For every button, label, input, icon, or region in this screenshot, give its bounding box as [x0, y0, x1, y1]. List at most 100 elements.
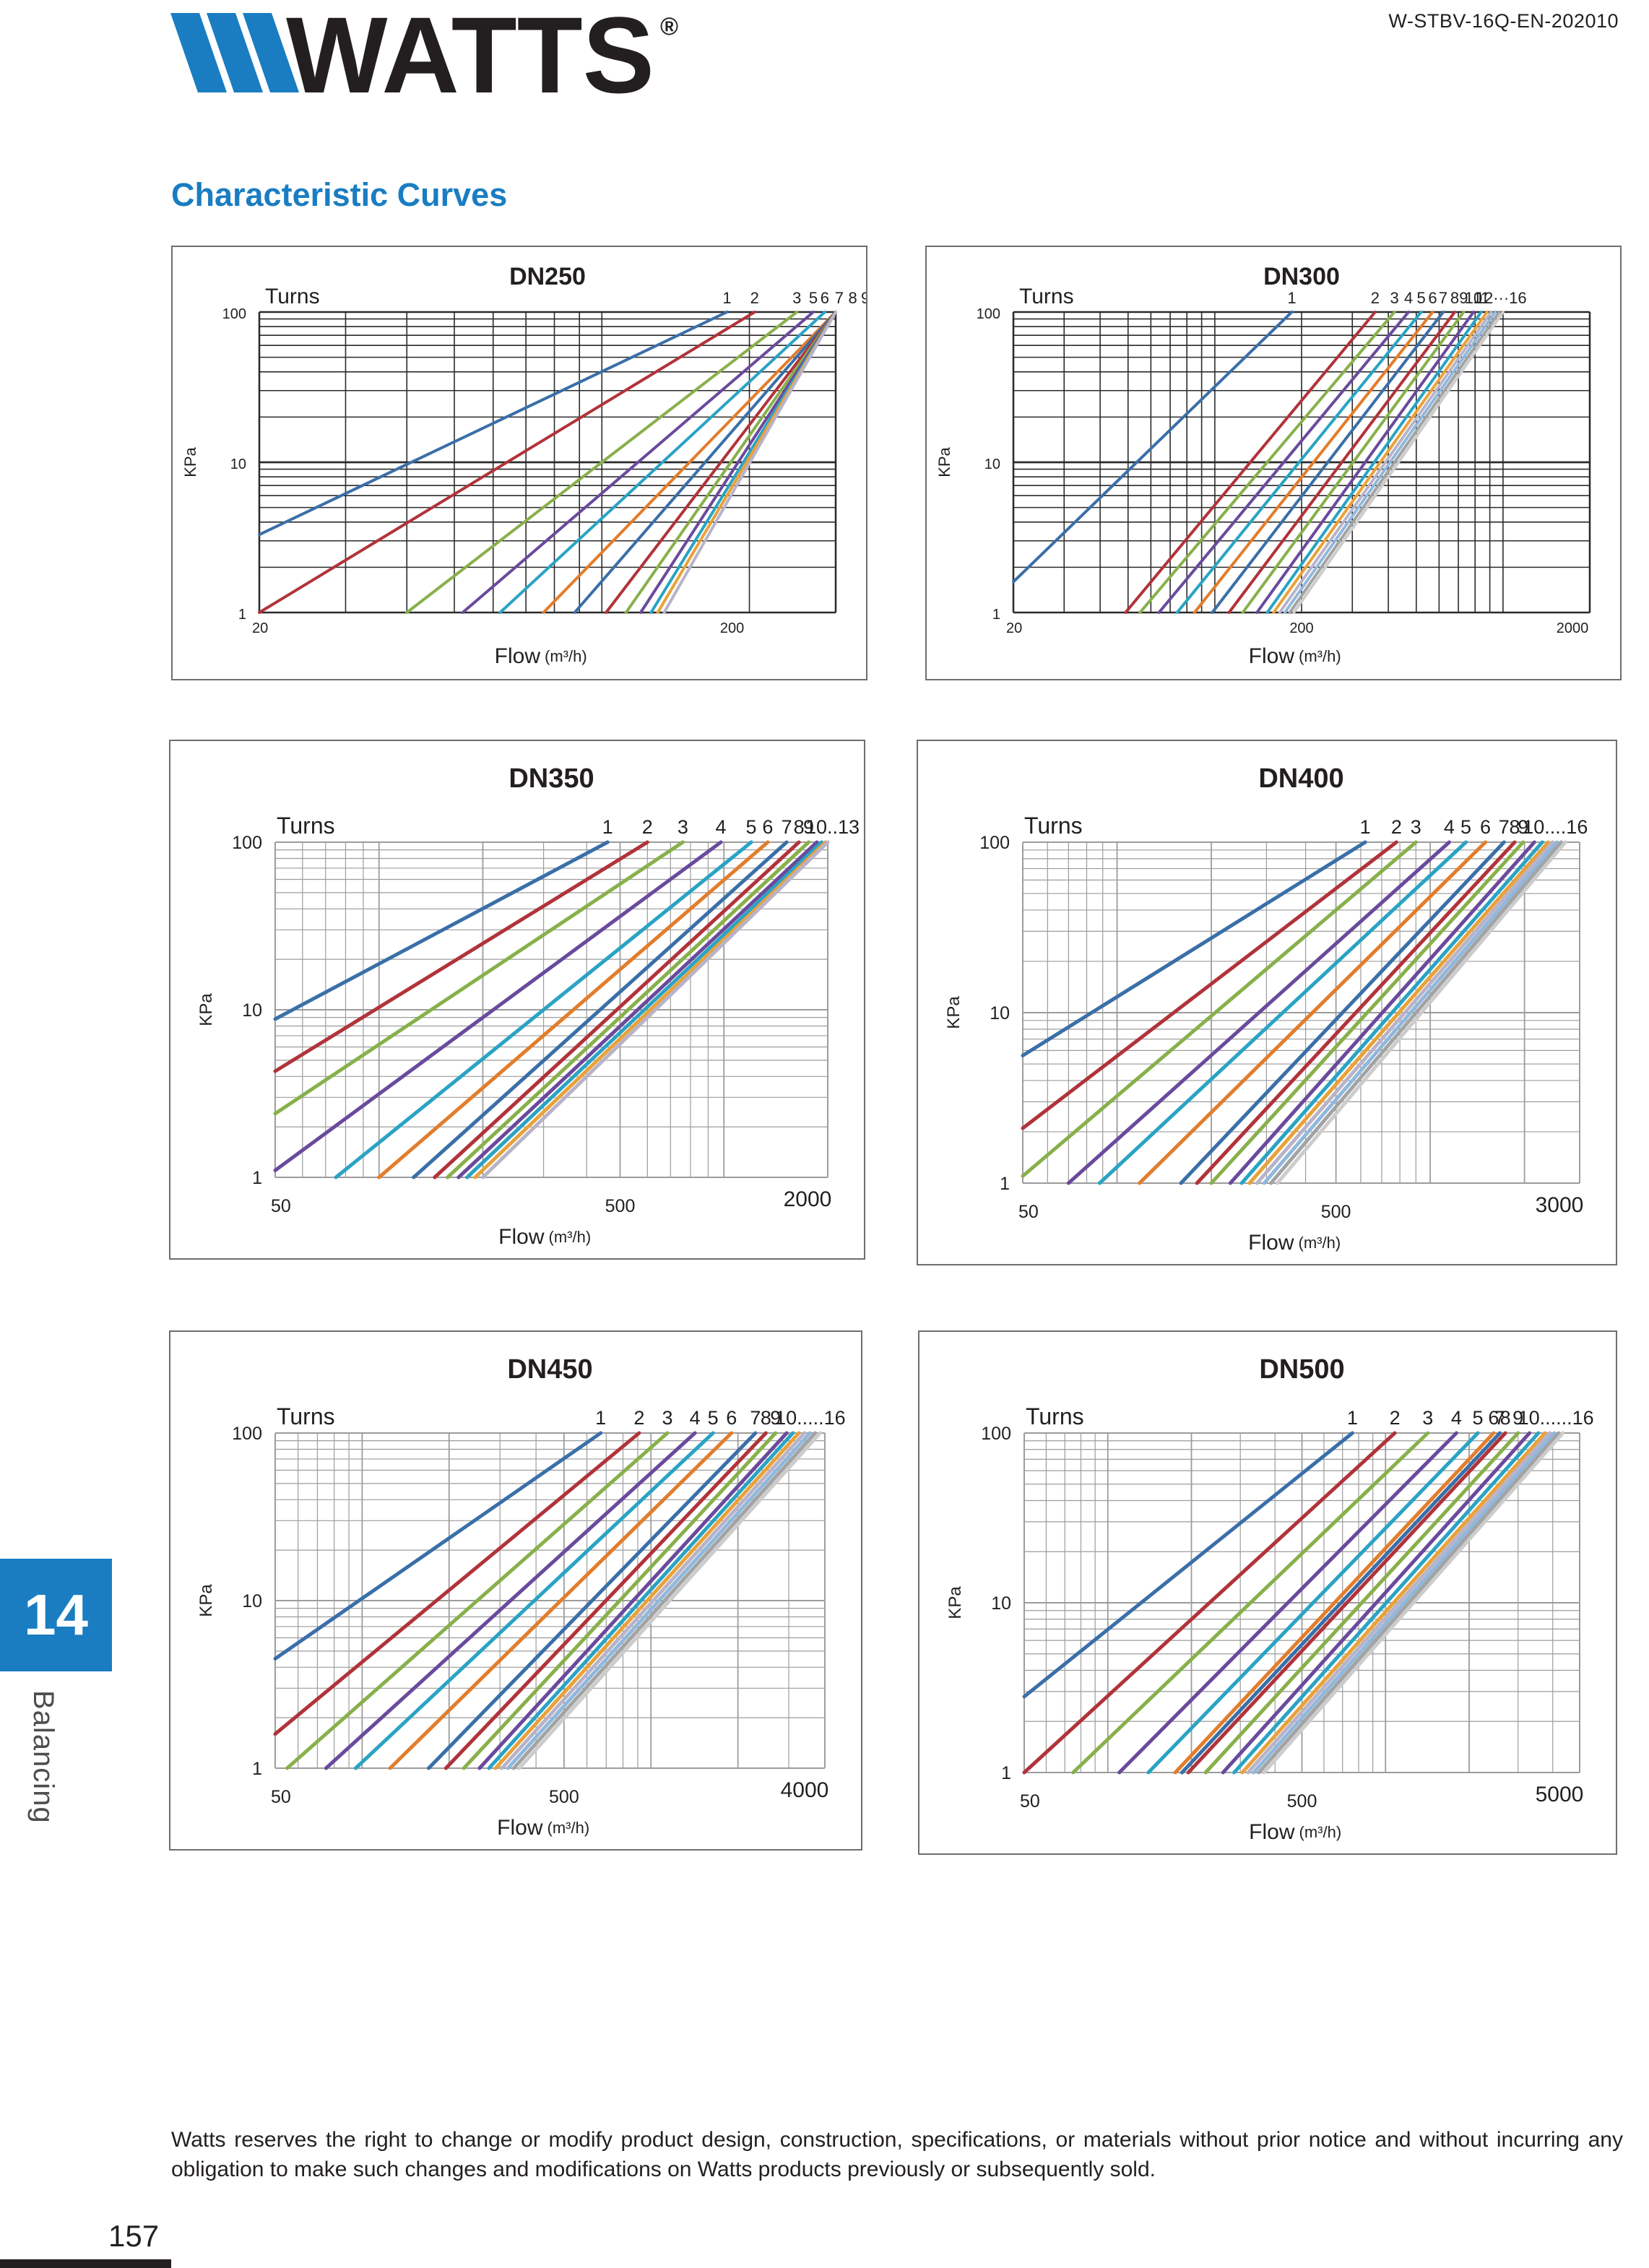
- series-line-turn-9: [624, 311, 837, 614]
- y-tick-labels: 1 10 100: [981, 1424, 1011, 1783]
- series-line-turn-10: [1228, 840, 1536, 1185]
- y-axis-label: KPa: [935, 446, 953, 477]
- series-line-turn-6: [542, 311, 837, 614]
- series-lines: [1022, 1431, 1565, 1775]
- x-tick-label: 50: [271, 1196, 291, 1216]
- series-line-turn-11: [487, 1431, 795, 1770]
- turn-label: 7: [782, 816, 792, 838]
- series-line-turn-2: [258, 311, 756, 614]
- turn-label: 8: [1500, 1407, 1511, 1429]
- chart-dn250: DN250Turns123567891011121311010020200KPa…: [181, 263, 866, 668]
- turn-label: 4: [1444, 816, 1455, 838]
- plot-grid: [1012, 311, 1591, 614]
- turn-label: 4: [690, 1407, 701, 1429]
- turn-label: 10......16: [1518, 1407, 1594, 1429]
- chart-panel-dn500: DN500 Turns 1 2 3 4 5 6 7 8 9 10......16 1 10 100 50 500…: [918, 1330, 1617, 1855]
- series-line-turn-6: [1138, 840, 1487, 1185]
- series-line-turn-5: [1146, 1431, 1480, 1775]
- series-line-turn-15: [1288, 311, 1501, 614]
- document-code: W-STBV-16Q-EN-202010: [1388, 10, 1619, 32]
- y-tick-label: 100: [981, 1424, 1011, 1444]
- x-axis-label: Flow: [498, 1225, 545, 1249]
- turn-label: 8: [848, 289, 857, 307]
- x-tick-labels: 50 500 3000: [1018, 1193, 1583, 1222]
- turn-label: 5: [1416, 289, 1425, 307]
- series-line-turn-10: [639, 311, 837, 614]
- series-line-turn-7: [1180, 1431, 1502, 1775]
- series-line-turn-11: [1265, 311, 1483, 614]
- series-line-turn-13: [662, 311, 837, 614]
- series-lines: [273, 840, 830, 1180]
- chapter-number-tab: 14: [0, 1559, 112, 1671]
- turn-label: 1: [1360, 816, 1371, 838]
- series-line-turn-14: [1252, 1431, 1557, 1775]
- turns-heading: Turns: [277, 1403, 335, 1429]
- y-tick-label: 1: [252, 1759, 262, 1779]
- turn-label: 5: [1460, 816, 1471, 838]
- x-axis-unit: (m³/h): [545, 647, 587, 665]
- y-tick-label: 10: [230, 456, 246, 472]
- y-tick-label: 100: [979, 833, 1010, 853]
- series-line-turn-8: [1227, 311, 1457, 614]
- turn-label: 5: [746, 816, 757, 838]
- series-line-turn-1: [1021, 840, 1367, 1057]
- series-line-turn-4: [461, 311, 815, 614]
- series-line-turn-11: [1239, 840, 1544, 1185]
- series-line-turn-7: [1211, 311, 1445, 614]
- chart-title: DN300: [1263, 263, 1340, 290]
- turn-label: 2: [1390, 1407, 1401, 1429]
- y-tick-label: 10: [242, 1591, 262, 1611]
- turn-label: 9: [803, 816, 814, 838]
- chart-title: DN250: [509, 263, 586, 290]
- turn-label: 2: [642, 816, 653, 838]
- turn-label: 2: [750, 289, 759, 307]
- x-tick-labels: 20 200: [252, 620, 744, 636]
- turn-label: 9: [1518, 816, 1528, 838]
- series-line-turn-8: [443, 1431, 768, 1770]
- turn-label: 6: [762, 816, 773, 838]
- x-tick-label: 200: [720, 620, 744, 636]
- series-line-turn-12: [493, 1431, 801, 1770]
- plot-grid: [274, 1432, 826, 1769]
- y-tick-labels: 1 10 100: [232, 1424, 262, 1779]
- series-line-turn-2: [1021, 840, 1398, 1130]
- x-tick-label: 2000: [1557, 620, 1589, 636]
- series-line-turn-5: [498, 311, 826, 614]
- series-line-turn-14: [506, 1431, 812, 1770]
- series-line-turn-3: [1021, 840, 1418, 1178]
- turn-label: 10....16: [1523, 816, 1588, 838]
- x-axis-label: Flow: [495, 644, 541, 668]
- series-line-turn-3: [1071, 1431, 1430, 1775]
- series-line-turn-12: [1247, 840, 1550, 1185]
- series-line-turn-4: [1157, 311, 1411, 614]
- turn-label: 6: [821, 289, 829, 307]
- series-line-turn-8: [605, 311, 837, 614]
- plot-grid: [1023, 1432, 1580, 1773]
- series-line-turn-9: [462, 1431, 778, 1770]
- series-line-turn-5: [1175, 311, 1423, 614]
- turn-label: 7: [1439, 289, 1447, 307]
- series-line-turn-6: [1173, 1431, 1496, 1775]
- turn-label: 4: [1451, 1407, 1462, 1429]
- y-tick-labels: 1 10 100: [222, 306, 246, 623]
- turns-heading: Turns: [1024, 813, 1083, 839]
- x-tick-label: 4000: [781, 1778, 829, 1802]
- x-axis-unit: (m³/h): [1299, 647, 1341, 665]
- turn-labels: 1 2 3 4 5 678 910......16: [1347, 1407, 1594, 1429]
- x-tick-label: 5000: [1536, 1783, 1584, 1806]
- series-line-turn-2: [273, 1431, 641, 1736]
- turn-label: 4: [1404, 289, 1413, 307]
- turn-label: 7: [835, 289, 844, 307]
- x-axis-unit: (m³/h): [1299, 1234, 1341, 1252]
- series-line-turn-14: [1262, 840, 1559, 1185]
- chart-panel-dn300: DN300 Turns 1 2 3 4 5 6 7 8 9 10 11 12···16 1 10 100 20 20…: [925, 246, 1622, 680]
- x-tick-label: 500: [1321, 1202, 1351, 1222]
- turn-label: 6: [1428, 289, 1437, 307]
- y-tick-labels: 1 10 100: [977, 306, 1000, 623]
- series-line-turn-15: [1257, 1431, 1561, 1775]
- y-tick-label: 10: [991, 1593, 1011, 1614]
- turn-label: 1: [722, 289, 731, 307]
- series-line-turn-7: [412, 840, 789, 1180]
